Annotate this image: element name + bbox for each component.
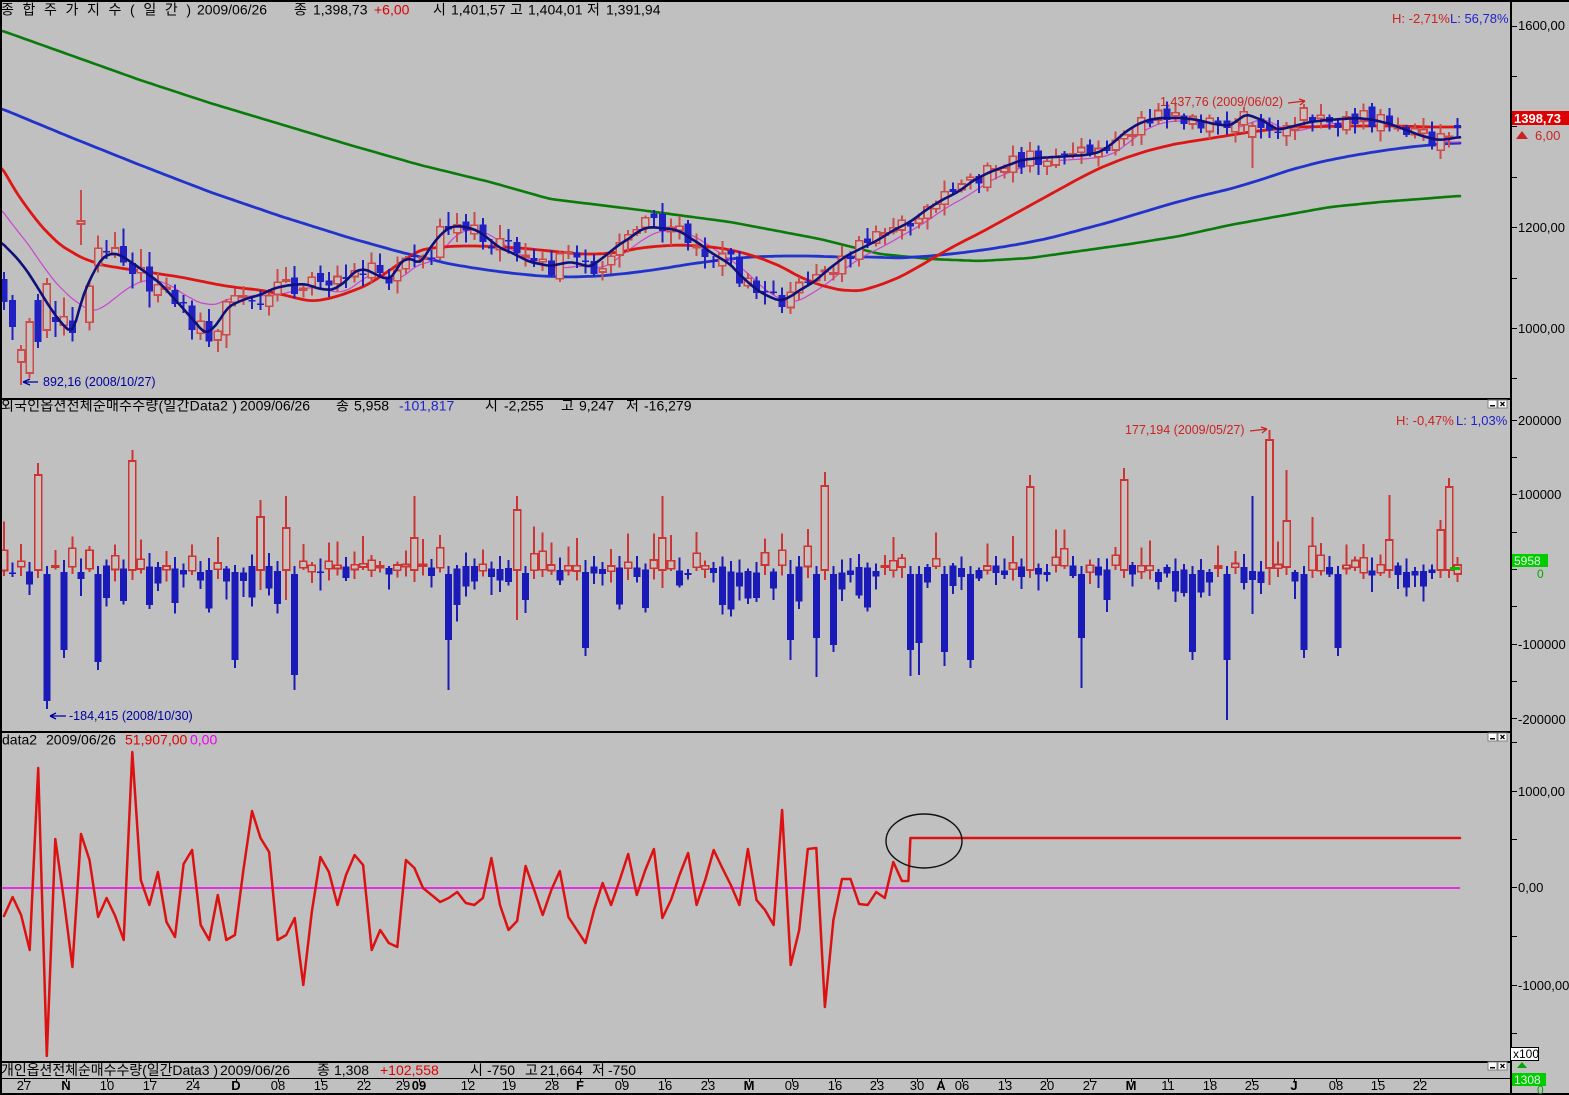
- svg-text:100000: 100000: [1518, 487, 1561, 502]
- svg-text:1398,73: 1398,73: [1514, 111, 1561, 126]
- svg-text:1000,00: 1000,00: [1518, 784, 1565, 799]
- svg-text:15: 15: [1371, 1078, 1385, 1093]
- svg-text:08: 08: [271, 1078, 285, 1093]
- svg-text:H: -0,47%: H: -0,47%: [1396, 413, 1454, 428]
- svg-text:6,00: 6,00: [1535, 128, 1560, 143]
- svg-text:06: 06: [955, 1078, 969, 1093]
- svg-text:1000,00: 1000,00: [1518, 321, 1565, 336]
- svg-text:09: 09: [412, 1078, 426, 1093]
- svg-text:28: 28: [545, 1078, 559, 1093]
- svg-text:1200,00: 1200,00: [1518, 220, 1565, 235]
- svg-text:17: 17: [143, 1078, 157, 1093]
- svg-text:0: 0: [1537, 1083, 1544, 1095]
- svg-text:23: 23: [870, 1078, 884, 1093]
- svg-text:A: A: [936, 1078, 946, 1093]
- svg-text:N: N: [61, 1078, 70, 1093]
- svg-text:10: 10: [100, 1078, 114, 1093]
- svg-text:23: 23: [701, 1078, 715, 1093]
- svg-text:-100000: -100000: [1518, 637, 1566, 652]
- svg-text:H: -2,71%: H: -2,71%: [1392, 11, 1450, 26]
- svg-text:19: 19: [502, 1078, 516, 1093]
- svg-text:177,194 (2009/05/27): 177,194 (2009/05/27): [1125, 423, 1245, 437]
- svg-text:16: 16: [828, 1078, 842, 1093]
- svg-text:F: F: [576, 1078, 584, 1093]
- svg-text:M: M: [1126, 1078, 1137, 1093]
- svg-text:L: 56,78%: L: 56,78%: [1450, 11, 1509, 26]
- svg-text:-200000: -200000: [1518, 712, 1566, 727]
- svg-text:27: 27: [1083, 1078, 1097, 1093]
- svg-text:5958: 5958: [1514, 554, 1541, 568]
- svg-text:09: 09: [785, 1078, 799, 1093]
- svg-text:0,00: 0,00: [1518, 880, 1543, 895]
- svg-text:24: 24: [186, 1078, 200, 1093]
- svg-text:11: 11: [1161, 1078, 1175, 1093]
- svg-text:13: 13: [998, 1078, 1012, 1093]
- svg-text:12: 12: [461, 1078, 475, 1093]
- svg-text:08: 08: [1329, 1078, 1343, 1093]
- svg-text:20: 20: [1040, 1078, 1054, 1093]
- svg-text:22: 22: [357, 1078, 371, 1093]
- svg-text:1,437,76 (2009/06/02): 1,437,76 (2009/06/02): [1160, 95, 1283, 109]
- svg-text:-184,415 (2008/10/30): -184,415 (2008/10/30): [69, 709, 193, 723]
- svg-text:200000: 200000: [1518, 413, 1561, 428]
- svg-text:18: 18: [1203, 1078, 1217, 1093]
- svg-text:외국인옵션전체순매수수량(일간Data2 )2009/06/: 외국인옵션전체순매수수량(일간Data2 ) 2009/06/26 종 5,958 -1…: [1, 398, 692, 414]
- svg-text:30: 30: [910, 1078, 924, 1093]
- svg-text:0: 0: [1537, 567, 1544, 581]
- svg-text:29: 29: [396, 1078, 410, 1093]
- svg-text:L: 1,03%: L: 1,03%: [1456, 413, 1508, 428]
- svg-text:1308: 1308: [1514, 1073, 1541, 1087]
- svg-text:22: 22: [1413, 1078, 1427, 1093]
- svg-text:1600,00: 1600,00: [1518, 18, 1565, 33]
- svg-text:09: 09: [615, 1078, 629, 1093]
- svg-text:15: 15: [314, 1078, 328, 1093]
- svg-text:개인옵션전체순매수수량(일간Data3 )2009/06/2: 개인옵션전체순매수수량(일간Data3 ) 2009/06/26 종 1,308 +10…: [1, 1062, 636, 1078]
- svg-text:16: 16: [658, 1078, 672, 1093]
- svg-text:J: J: [1290, 1078, 1297, 1093]
- svg-text:27: 27: [17, 1078, 31, 1093]
- svg-text:x100: x100: [1513, 1047, 1539, 1061]
- svg-text:D: D: [231, 1078, 240, 1093]
- svg-text:892,16 (2008/10/27): 892,16 (2008/10/27): [43, 375, 156, 389]
- svg-text:M: M: [744, 1078, 755, 1093]
- svg-text:-1000,00: -1000,00: [1518, 978, 1569, 993]
- svg-text:25: 25: [1245, 1078, 1259, 1093]
